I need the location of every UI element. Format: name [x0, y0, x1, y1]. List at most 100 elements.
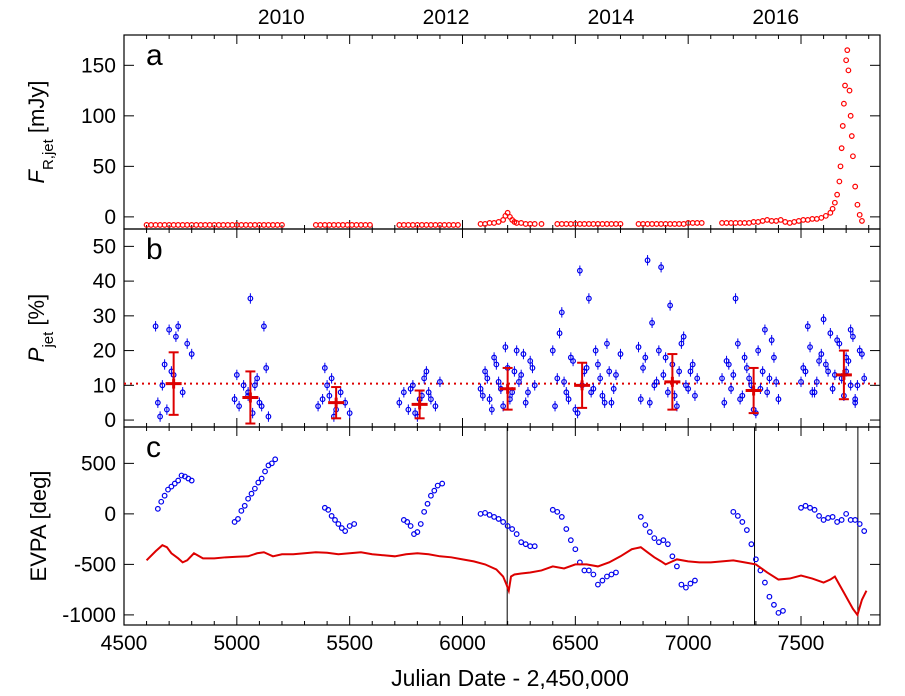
- data-point: [771, 601, 777, 608]
- data-point: [563, 389, 570, 396]
- data-point: [409, 222, 416, 228]
- data-point: [206, 222, 213, 228]
- data-point: [762, 579, 768, 586]
- data-point: [272, 456, 279, 463]
- data-point: [829, 514, 836, 520]
- data-point: [839, 0, 844, 2]
- data-point: [741, 220, 748, 226]
- data-point: [251, 485, 258, 492]
- data-point: [270, 222, 276, 228]
- y-axis-label: Pjet [%]: [24, 294, 57, 362]
- top-year-axis: 2010 2012 2014 2016: [258, 6, 799, 29]
- data-point: [588, 389, 595, 396]
- data-point: [737, 220, 743, 226]
- data-point: [843, 57, 850, 64]
- y-tick-label: 50: [93, 155, 116, 178]
- data-point: [527, 358, 534, 364]
- data-point: [247, 295, 254, 302]
- data-point: [773, 378, 780, 385]
- data-point: [242, 222, 249, 228]
- data-point: [825, 368, 831, 375]
- data-point: [683, 382, 689, 389]
- y-tick-label: 10: [93, 374, 116, 397]
- data-point: [644, 257, 651, 264]
- data-point: [554, 221, 561, 227]
- series-line: [145, 544, 868, 618]
- data-point: [161, 361, 168, 368]
- x-tick-label: 7500: [778, 632, 825, 655]
- mean-point: [835, 349, 852, 401]
- data-point: [606, 368, 613, 375]
- data-point: [599, 221, 606, 227]
- data-point: [247, 222, 254, 228]
- data-point: [527, 543, 534, 550]
- data-point: [581, 567, 588, 574]
- data-point: [245, 495, 252, 502]
- data-point: [755, 347, 762, 354]
- data-point: [240, 382, 247, 389]
- data-point: [655, 539, 662, 546]
- data-point: [563, 221, 570, 227]
- data-point: [428, 492, 434, 499]
- data-point: [608, 571, 615, 578]
- x-tick-label: 4500: [101, 632, 148, 655]
- data-point: [746, 220, 753, 226]
- data-point: [558, 309, 565, 316]
- data-point: [424, 500, 431, 507]
- data-point: [687, 580, 694, 587]
- data-point: [804, 323, 811, 330]
- data-point: [840, 100, 847, 107]
- data-point: [414, 529, 421, 535]
- data-point: [651, 535, 658, 542]
- data-point: [592, 347, 599, 354]
- data-point: [561, 378, 567, 385]
- data-point: [552, 403, 558, 410]
- data-point: [838, 145, 845, 152]
- data-point: [353, 222, 360, 228]
- data-point: [157, 222, 164, 228]
- data-point: [421, 375, 428, 382]
- data-point: [342, 528, 349, 534]
- data-point: [689, 361, 696, 368]
- panel-label: b: [146, 233, 163, 266]
- data-point: [728, 385, 734, 392]
- data-point: [407, 523, 414, 529]
- mean-point: [499, 366, 516, 411]
- data-point: [261, 222, 267, 228]
- data-point: [179, 222, 186, 228]
- data-point: [741, 354, 748, 361]
- data-point: [518, 220, 525, 226]
- data-point: [158, 498, 165, 505]
- data-point: [852, 183, 859, 190]
- data-point: [617, 351, 624, 357]
- data-point: [321, 365, 328, 371]
- data-point: [482, 368, 488, 375]
- data-point: [680, 333, 687, 340]
- data-point: [412, 410, 419, 417]
- plot-area: [143, 47, 865, 228]
- panel-a: 0 50 100 150 a FR,jet [mJy]: [24, 34, 881, 230]
- data-point: [518, 371, 525, 378]
- data-point: [154, 399, 161, 406]
- data-point: [829, 385, 836, 392]
- data-point: [689, 220, 696, 226]
- data-point: [642, 522, 649, 528]
- data-point: [529, 365, 536, 371]
- data-point: [563, 526, 570, 532]
- data-point: [175, 477, 182, 484]
- data-point: [800, 217, 807, 223]
- data-point: [432, 222, 439, 228]
- data-point: [538, 221, 545, 227]
- data-point: [599, 392, 606, 399]
- data-point: [771, 354, 777, 361]
- data-point: [687, 368, 694, 375]
- data-point: [842, 82, 848, 89]
- x-tick-label: 6000: [439, 632, 486, 655]
- data-point: [500, 403, 507, 410]
- x-tick-label: 6500: [552, 632, 599, 655]
- data-point: [807, 344, 813, 351]
- data-point: [732, 295, 739, 302]
- data-point: [847, 517, 854, 523]
- data-point: [775, 609, 782, 616]
- x-axis: 4500 5000 5500 6000 6500 7000 7500: [101, 632, 825, 655]
